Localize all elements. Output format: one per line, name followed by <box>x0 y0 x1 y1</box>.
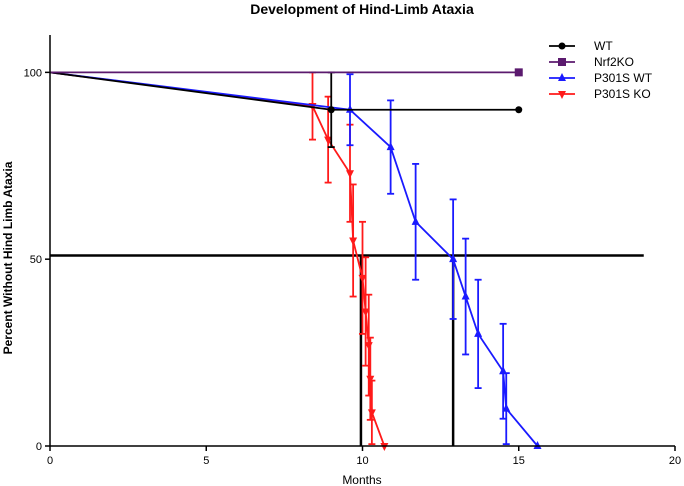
data-point-p301s-wt <box>449 254 458 263</box>
y-tick-label: 0 <box>36 441 42 453</box>
y-axis-label: Percent Without Hind Limb Ataxia <box>1 161 15 354</box>
x-tick-label: 5 <box>203 455 209 467</box>
series-wt <box>49 71 523 148</box>
data-point-p301s-wt <box>502 403 511 412</box>
data-point-p301s-wt <box>346 104 354 113</box>
legend-item-p301s-ko: P301S KO <box>549 87 651 101</box>
legend-item-p301s-wt: P301S WT <box>549 71 653 85</box>
legend-item-nrf2ko: Nrf2KO <box>549 55 634 69</box>
data-point-p301s-ko <box>367 409 376 418</box>
data-point-p301s-ko <box>349 237 358 246</box>
legend-marker-p301s-ko <box>558 91 566 99</box>
series-line-p301s-ko <box>49 71 386 447</box>
x-tick-label: 20 <box>669 455 681 467</box>
data-series <box>49 68 542 451</box>
data-point-p301s-ko <box>380 443 389 451</box>
x-axis-label: Months <box>342 473 381 486</box>
series-nrf2ko <box>50 68 523 77</box>
legend-label-nrf2ko: Nrf2KO <box>594 55 634 69</box>
y-tick-label: 100 <box>24 67 42 79</box>
legend-marker-nrf2ko <box>558 58 566 66</box>
legend-marker-wt <box>558 42 566 50</box>
data-point-p301s-ko <box>324 136 333 145</box>
series-p301s-wt <box>49 71 542 449</box>
x-tick-label: 10 <box>356 455 368 467</box>
series-line-p301s-wt <box>49 71 539 447</box>
legend-label-wt: WT <box>594 39 613 53</box>
x-tick-label: 15 <box>513 455 525 467</box>
data-point-p301s-ko <box>358 274 367 283</box>
legend-label-p301s-wt: P301S WT <box>594 71 653 85</box>
data-point-p301s-wt <box>411 216 420 225</box>
data-point-p301s-ko <box>361 308 370 317</box>
data-point-p301s-wt <box>533 441 542 449</box>
data-point-nrf2ko <box>514 68 523 77</box>
series-line-wt <box>49 71 519 111</box>
data-point-p301s-ko <box>346 170 354 179</box>
data-point-p301s-wt <box>474 328 483 337</box>
data-point-p301s-wt <box>386 142 395 151</box>
legend: WT Nrf2KO P301S WT P301S KO <box>549 39 653 101</box>
reference-lines <box>50 254 644 446</box>
x-tick-label: 0 <box>47 455 53 467</box>
axes: 0 5 10 15 20 0 50 100 <box>24 35 681 467</box>
data-point-wt <box>515 106 523 114</box>
data-point-p301s-wt <box>461 291 470 300</box>
series-p301s-ko <box>49 71 389 451</box>
data-point-wt <box>327 106 335 114</box>
chart-title: Development of Hind-Limb Ataxia <box>250 1 474 17</box>
legend-marker-p301s-wt <box>558 73 566 81</box>
y-tick-label: 50 <box>30 254 42 266</box>
legend-label-p301s-ko: P301S KO <box>594 87 651 101</box>
legend-item-wt: WT <box>549 39 613 53</box>
